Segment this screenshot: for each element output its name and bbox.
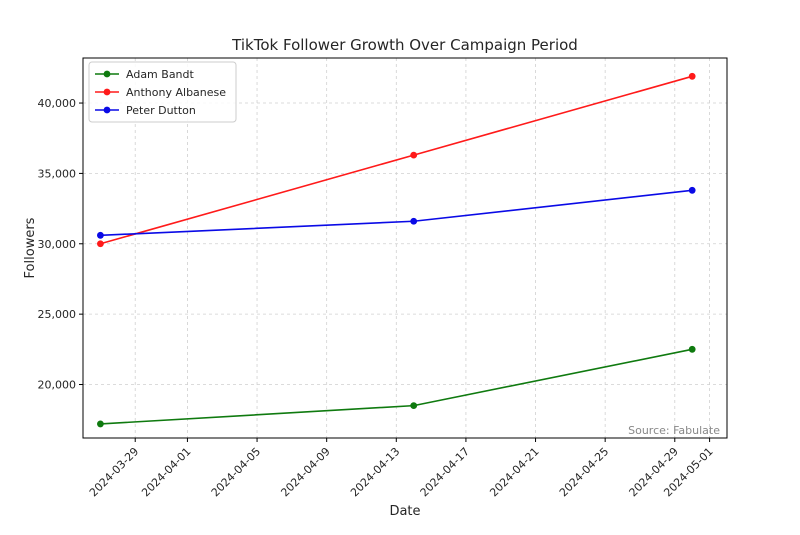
- legend-label: Adam Bandt: [126, 68, 195, 81]
- x-tick-label: 2024-04-13: [348, 445, 402, 499]
- legend-box: [88, 61, 237, 123]
- data-point: [688, 186, 696, 194]
- legend-item: Adam Bandt: [95, 68, 195, 81]
- legend: Adam Bandt Anthony Albanese Peter Dutton: [88, 61, 237, 123]
- legend-item: Anthony Albanese: [95, 86, 226, 99]
- legend-label: Peter Dutton: [126, 104, 196, 117]
- legend-item: Peter Dutton: [95, 104, 196, 117]
- data-point: [410, 151, 418, 159]
- x-axis-label: Date: [389, 504, 420, 519]
- x-tick-label: 2024-03-29: [87, 445, 141, 499]
- series-anthony-albanese: [97, 72, 696, 248]
- series-adam-bandt: [97, 345, 696, 428]
- data-point: [410, 402, 418, 410]
- y-tick-label: 30,000: [38, 238, 77, 251]
- data-point: [97, 420, 104, 428]
- y-tick-label: 40,000: [38, 97, 77, 110]
- data-point: [97, 240, 104, 248]
- grid: [83, 58, 727, 438]
- y-axis-label: Followers: [23, 217, 38, 278]
- y-tick-label: 35,000: [38, 167, 77, 180]
- legend-swatch-marker: [103, 88, 111, 96]
- legend-swatch-marker: [103, 106, 111, 114]
- y-tick-label: 20,000: [38, 379, 77, 392]
- data-point: [688, 72, 696, 80]
- series-peter-dutton: [97, 186, 696, 239]
- legend-label: Anthony Albanese: [126, 86, 226, 99]
- data-point: [688, 345, 696, 353]
- y-axis-ticks: 20,000 25,000 30,000 35,000 40,000: [38, 97, 83, 392]
- x-tick-label: 2024-04-25: [557, 445, 611, 499]
- source-note: Source: Fabulate: [628, 424, 720, 437]
- x-tick-label: 2024-04-09: [278, 445, 332, 499]
- data-point: [97, 231, 104, 239]
- data-point: [410, 217, 418, 225]
- x-tick-label: 2024-04-17: [418, 445, 472, 499]
- x-tick-label: 2024-04-21: [487, 445, 541, 499]
- y-tick-label: 25,000: [38, 308, 77, 321]
- series-layer: [97, 72, 696, 428]
- x-tick-label: 2024-04-01: [139, 445, 193, 499]
- x-tick-label: 2024-04-05: [209, 445, 263, 499]
- chart-title: TikTok Follower Growth Over Campaign Per…: [231, 36, 578, 54]
- plot-frame: [82, 57, 728, 439]
- legend-swatch-marker: [103, 70, 111, 78]
